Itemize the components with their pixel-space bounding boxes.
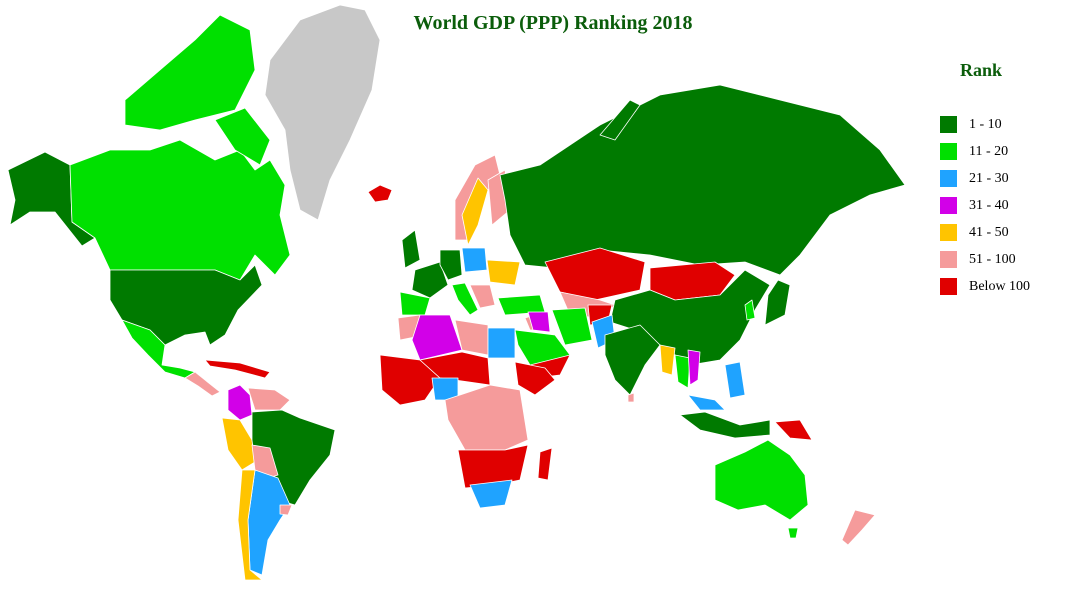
region-tasmania[interactable] <box>787 527 799 539</box>
region-balkans[interactable] <box>469 284 496 309</box>
region-papua-new-guinea[interactable] <box>774 419 813 441</box>
legend: Rank 1 - 10 11 - 20 21 - 30 31 - 40 41 - 50 5… <box>940 60 1065 300</box>
region-algeria[interactable] <box>411 314 463 361</box>
region-iraq-syria[interactable] <box>527 311 551 333</box>
legend-items: 1 - 10 11 - 20 21 - 30 31 - 40 41 - 50 51 - 1… <box>940 111 1065 300</box>
region-poland[interactable] <box>461 247 488 273</box>
legend-label: 1 - 10 <box>969 116 1002 132</box>
legend-item: 41 - 50 <box>940 219 1065 246</box>
region-korea[interactable] <box>744 299 756 321</box>
legend-item: 11 - 20 <box>940 138 1065 165</box>
region-vietnam[interactable] <box>687 349 701 386</box>
region-egypt[interactable] <box>487 327 516 359</box>
region-ukraine-romania[interactable] <box>486 259 521 286</box>
legend-title: Rank <box>960 60 1003 80</box>
region-iceland[interactable] <box>367 184 393 203</box>
region-indonesia[interactable] <box>679 411 771 439</box>
map-title: World GDP (PPP) Ranking 2018 <box>413 12 693 34</box>
region-italy[interactable] <box>451 282 479 316</box>
region-greenland <box>264 4 381 221</box>
region-sri-lanka[interactable] <box>627 392 635 403</box>
region-madagascar[interactable] <box>537 447 553 481</box>
legend-swatch <box>940 143 957 160</box>
region-myanmar[interactable] <box>659 344 676 376</box>
region-southern-africa[interactable] <box>457 444 529 489</box>
region-new-zealand[interactable] <box>841 509 876 546</box>
region-australia[interactable] <box>714 439 809 521</box>
legend-item: Below 100 <box>940 273 1065 300</box>
region-central-america[interactable] <box>184 371 221 397</box>
region-chile[interactable] <box>237 469 263 581</box>
region-novaya-zemlya[interactable] <box>599 99 641 141</box>
region-central-africa[interactable] <box>444 384 529 451</box>
region-malaysia[interactable] <box>687 394 726 411</box>
region-philippines[interactable] <box>724 361 746 399</box>
legend-swatch <box>940 251 957 268</box>
region-france[interactable] <box>411 261 449 299</box>
legend-label: 51 - 100 <box>969 251 1016 267</box>
legend-item: 31 - 40 <box>940 192 1065 219</box>
legend-swatch <box>940 116 957 133</box>
region-horn-of-africa[interactable] <box>514 361 556 396</box>
legend-label: 31 - 40 <box>969 197 1009 213</box>
legend-label: Below 100 <box>969 278 1031 294</box>
region-alaska[interactable] <box>7 151 96 247</box>
region-uruguay[interactable] <box>279 504 293 516</box>
legend-item: 21 - 30 <box>940 165 1065 192</box>
region-baffin-island[interactable] <box>214 107 271 166</box>
region-venezuela-guianas[interactable] <box>247 387 291 411</box>
legend-label: 21 - 30 <box>969 170 1009 186</box>
region-south-africa[interactable] <box>469 479 513 509</box>
legend-swatch <box>940 278 957 295</box>
legend-swatch <box>940 224 957 241</box>
legend-label: 11 - 20 <box>969 143 1009 159</box>
region-japan[interactable] <box>764 279 791 326</box>
world-map <box>7 4 906 581</box>
region-canada-arctic-islands[interactable] <box>124 14 256 131</box>
legend-item: 1 - 10 <box>940 111 1065 138</box>
region-thailand[interactable] <box>674 354 691 389</box>
region-sweden[interactable] <box>461 177 489 246</box>
region-russia[interactable] <box>499 84 906 276</box>
region-peru[interactable] <box>221 417 256 471</box>
legend-label: 41 - 50 <box>969 224 1009 240</box>
legend-item: 51 - 100 <box>940 246 1065 273</box>
region-uk[interactable] <box>401 229 421 269</box>
region-caribbean[interactable] <box>204 359 271 379</box>
region-india[interactable] <box>604 324 661 396</box>
region-germany[interactable] <box>439 249 463 281</box>
legend-swatch <box>940 170 957 187</box>
legend-swatch <box>940 197 957 214</box>
region-iran[interactable] <box>551 307 593 346</box>
